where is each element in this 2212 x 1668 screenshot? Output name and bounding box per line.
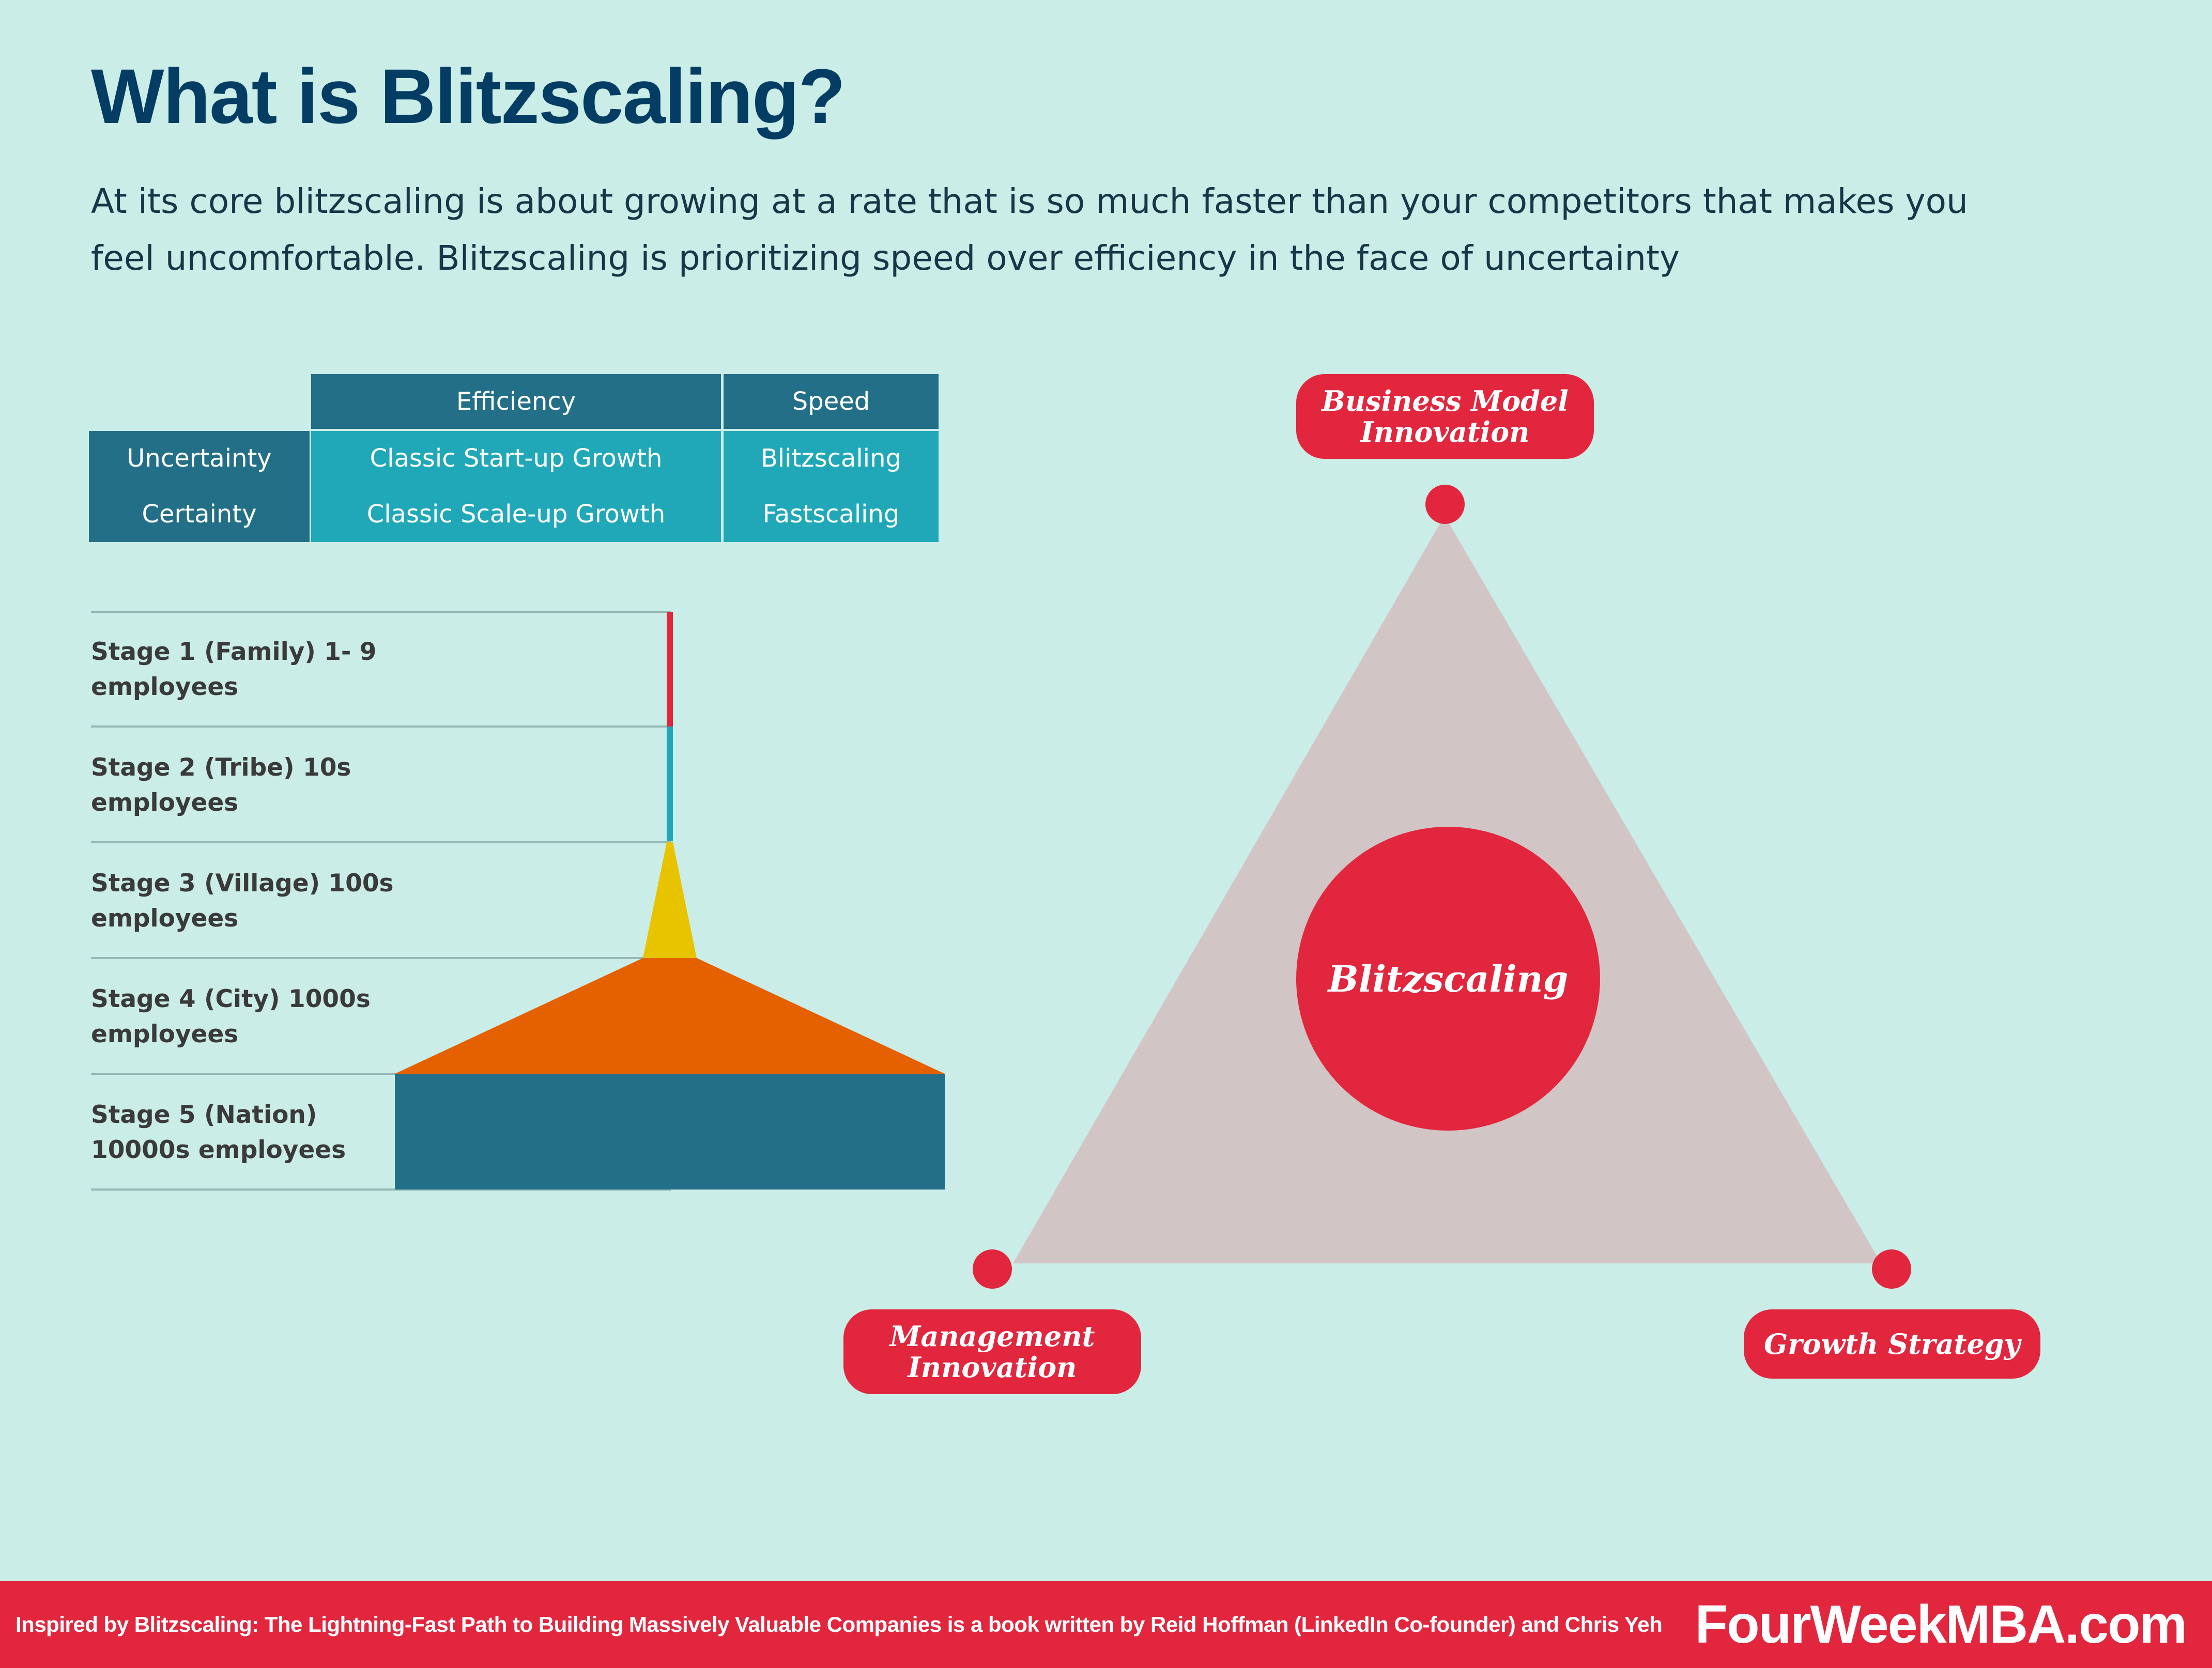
left-node [973, 1249, 1012, 1289]
business-model-innovation-label: Business Model Innovation [1296, 374, 1594, 459]
growth-strategy-label: Growth Strategy [1744, 1309, 2040, 1379]
speed-column-block [724, 431, 939, 542]
stage-divider [91, 841, 671, 843]
col-header-efficiency: Efficiency [311, 374, 721, 429]
row-header-block [89, 431, 310, 542]
stage-2-bar [667, 727, 673, 841]
stage-divider [91, 611, 671, 613]
management-innovation-label: Management Innovation [843, 1309, 1141, 1394]
col-header-speed: Speed [724, 374, 939, 429]
stage-2-label: Stage 2 (Tribe) 10s employees [91, 753, 351, 817]
top-label-text: Business Model Innovation [1322, 384, 1569, 449]
stage-5-label: Stage 5 (Nation) 10000s employees [91, 1101, 346, 1164]
right-node [1872, 1249, 1911, 1289]
stage-5-block [395, 1074, 945, 1190]
row-header-uncertainty: Uncertainty [127, 444, 272, 473]
row-header-certainty: Certainty [142, 500, 257, 529]
left-label-text: Management Innovation [889, 1320, 1095, 1384]
stage-divider [91, 1188, 671, 1191]
efficiency-column-block [311, 431, 721, 542]
center-circle: Blitzscaling [1296, 827, 1600, 1131]
intro-paragraph: At its core blitzscaling is about growin… [91, 181, 1968, 278]
stage-divider [91, 1073, 671, 1075]
page-title: What is Blitzscaling? [91, 53, 846, 140]
cell-certainty-efficiency: Classic Scale-up Growth [366, 500, 666, 529]
stage-3-shape [643, 842, 697, 958]
stage-1-label: Stage 1 (Family) 1- 9 employees [91, 638, 377, 701]
right-label-text: Growth Strategy [1764, 1327, 2020, 1361]
stage-1-bar [667, 612, 673, 727]
cell-certainty-speed: Fastscaling [762, 500, 900, 529]
stage-4-shape [395, 958, 945, 1074]
stage-3-label: Stage 3 (Village) 100s employees [91, 869, 394, 933]
stage-divider [91, 725, 671, 728]
stage-4-label: Stage 4 (City) 1000s employees [91, 985, 371, 1048]
footer-credit: Inspired by Blitzscaling: The Lightning-… [16, 1612, 1663, 1636]
stage-divider [91, 957, 671, 959]
stages-shape [395, 612, 945, 1190]
brand-logo-text[interactable]: FourWeekMBA.com [1695, 1594, 2187, 1655]
cell-uncertainty-efficiency: Classic Start-up Growth [370, 444, 663, 473]
center-label: Blitzscaling [1328, 957, 1569, 1000]
footer-bar [0, 1581, 2212, 1668]
cell-uncertainty-speed: Blitzscaling [761, 444, 901, 473]
top-node [1425, 485, 1465, 524]
